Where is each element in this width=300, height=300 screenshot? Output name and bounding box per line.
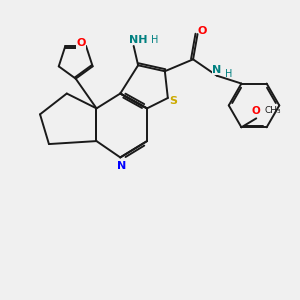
Text: H: H bbox=[151, 35, 158, 45]
Text: O: O bbox=[197, 26, 207, 36]
Text: N: N bbox=[117, 161, 126, 171]
Text: O: O bbox=[252, 106, 261, 116]
Text: S: S bbox=[169, 96, 177, 106]
Text: N: N bbox=[212, 65, 221, 75]
Text: CH₃: CH₃ bbox=[264, 106, 281, 116]
Text: H: H bbox=[225, 69, 232, 79]
Text: O: O bbox=[76, 38, 86, 48]
Text: NH: NH bbox=[129, 35, 147, 45]
